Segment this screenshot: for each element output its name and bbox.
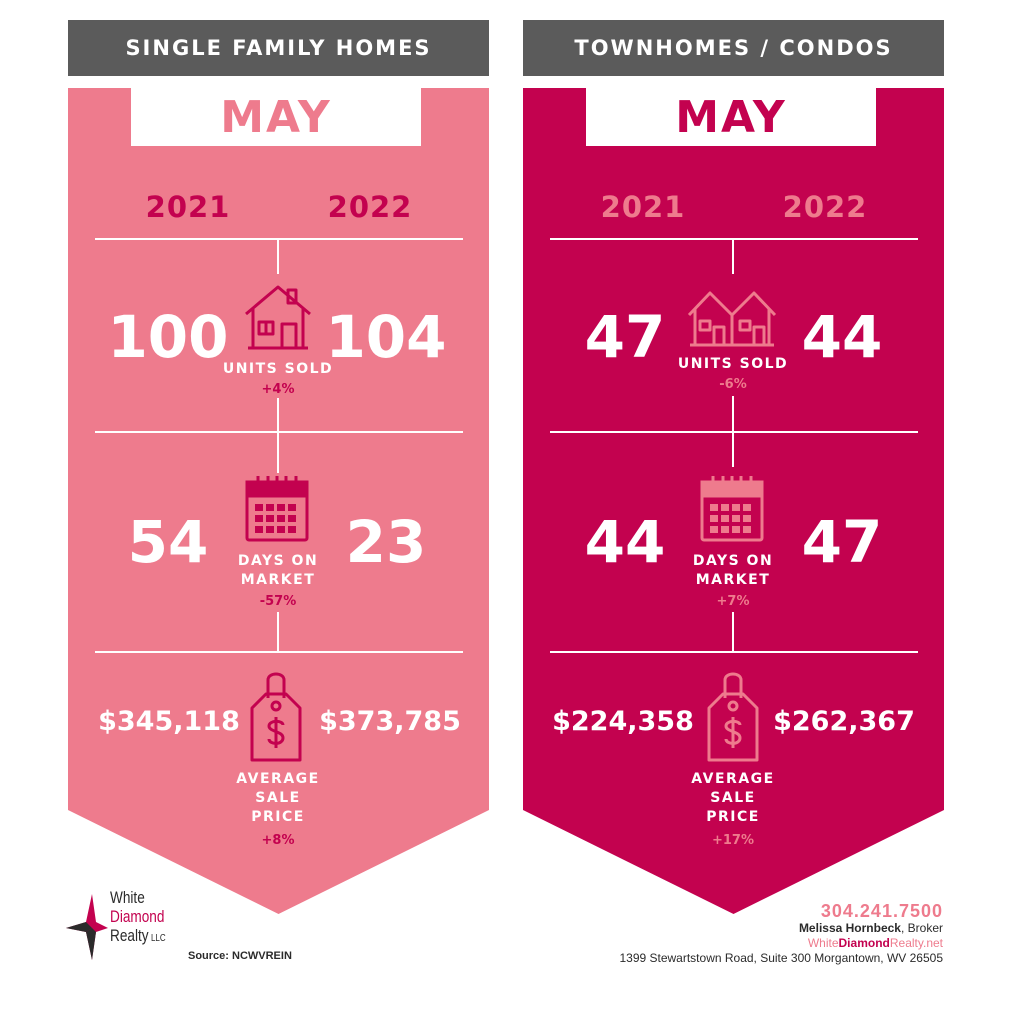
logo-line-diamond: Diamond	[110, 907, 165, 926]
right-divider-3	[550, 651, 918, 653]
left-divider-3	[95, 651, 463, 653]
left-price-label-1: AVERAGE	[236, 771, 320, 787]
logo-line-realty: Realty LLC	[110, 926, 166, 948]
left-month-box: MAY	[131, 88, 421, 146]
left-price-2021: $345,118	[98, 706, 240, 737]
right-days-label: DAYS ON MARKET	[655, 552, 811, 590]
right-connector-4	[732, 612, 734, 652]
calendar-icon	[245, 476, 309, 542]
left-price-label-3: PRICE	[251, 809, 305, 825]
house-icon	[245, 285, 311, 350]
left-connector-4	[277, 612, 279, 652]
left-year-2022: 2022	[327, 190, 413, 224]
right-divider-1	[550, 238, 918, 240]
left-banner	[68, 88, 489, 914]
broker-name: Melissa Hornbeck	[798, 921, 901, 935]
right-banner	[523, 88, 944, 914]
broker-title: , Broker	[900, 921, 943, 935]
left-units-label: UNITS SOLD	[222, 361, 334, 377]
diamond-logo-icon	[66, 894, 108, 960]
logo-text: White Diamond Realty LLC	[110, 888, 166, 948]
right-units-change: -6%	[719, 377, 747, 392]
source-note: Source: NCWVREIN	[188, 950, 292, 962]
website-part-2: Diamond	[838, 936, 890, 950]
logo-line-white: White	[110, 888, 145, 907]
website-link[interactable]: WhiteDiamondRealty.net	[808, 936, 943, 950]
broker-line: Melissa Hornbeck, Broker	[799, 921, 943, 935]
right-price-2021: $224,358	[552, 706, 694, 737]
office-address: 1399 Stewartstown Road, Suite 300 Morgan…	[619, 951, 943, 965]
right-price-2022: $262,367	[773, 706, 915, 737]
left-connector-2	[277, 398, 279, 432]
company-logo: White Diamond Realty LLC	[64, 888, 184, 968]
phone-number[interactable]: 304.241.7500	[820, 901, 943, 921]
right-price-change: +17%	[711, 833, 754, 848]
left-days-label-2: MARKET	[240, 572, 316, 588]
left-units-change: +4%	[261, 382, 295, 397]
left-divider-1	[95, 238, 463, 240]
right-year-2021: 2021	[600, 190, 686, 224]
right-header: TOWNHOMES / CONDOS	[523, 20, 944, 76]
right-days-change: +7%	[716, 594, 750, 609]
right-days-2022: 47	[801, 508, 883, 576]
calendar-icon	[700, 476, 764, 542]
right-connector-2	[732, 396, 734, 432]
website-part-1: White	[807, 936, 839, 950]
left-connector-3	[277, 431, 279, 473]
left-month: MAY	[220, 91, 332, 143]
right-connector-3	[732, 431, 734, 467]
left-header: SINGLE FAMILY HOMES	[68, 20, 489, 76]
left-units-2021: 100	[107, 303, 229, 371]
right-units-2021: 47	[584, 303, 666, 371]
website-part-3: Realty.net	[889, 936, 943, 950]
left-days-change: -57%	[259, 594, 297, 609]
left-year-2021: 2021	[145, 190, 231, 224]
right-units-label: UNITS SOLD	[677, 356, 789, 372]
right-price-label-3: PRICE	[706, 809, 760, 825]
townhouse-icon	[687, 291, 777, 347]
left-connector-1	[277, 238, 279, 274]
left-days-2022: 23	[345, 508, 427, 576]
left-days-label: DAYS ON MARKET	[200, 552, 356, 590]
left-price-change: +8%	[261, 833, 295, 848]
right-price-label-1: AVERAGE	[691, 771, 775, 787]
left-units-2022: 104	[325, 303, 447, 371]
logo-realty-word: Realty	[110, 926, 149, 945]
right-month-box: MAY	[586, 88, 876, 146]
left-header-title: SINGLE FAMILY HOMES	[125, 36, 432, 60]
right-month: MAY	[675, 91, 787, 143]
right-header-title: TOWNHOMES / CONDOS	[574, 36, 893, 60]
right-units-2022: 44	[801, 303, 883, 371]
right-price-label-2: SALE	[710, 790, 756, 806]
price-tag-icon	[707, 672, 759, 762]
left-days-label-1: DAYS ON	[237, 553, 319, 569]
right-days-2021: 44	[584, 508, 666, 576]
right-price-label: AVERAGE SALE PRICE	[655, 770, 811, 827]
right-divider-2	[550, 431, 918, 433]
right-connector-1	[732, 238, 734, 274]
right-days-label-2: MARKET	[695, 572, 771, 588]
right-year-2022: 2022	[782, 190, 868, 224]
left-price-label-2: SALE	[255, 790, 301, 806]
right-days-label-1: DAYS ON	[692, 553, 774, 569]
logo-llc: LLC	[150, 933, 166, 944]
left-days-2021: 54	[127, 508, 209, 576]
left-divider-2	[95, 431, 463, 433]
left-price-label: AVERAGE SALE PRICE	[200, 770, 356, 827]
price-tag-icon	[250, 672, 302, 762]
left-price-2022: $373,785	[319, 706, 461, 737]
